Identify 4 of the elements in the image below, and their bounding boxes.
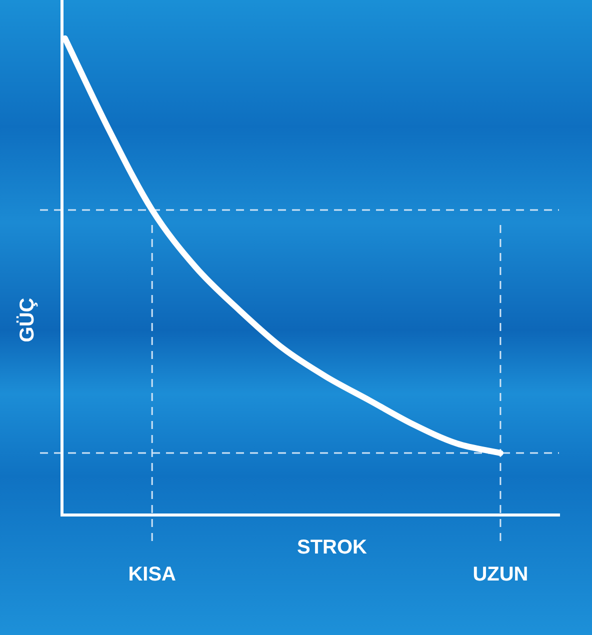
y-axis-title: GÜÇ	[16, 298, 39, 342]
x-tick-label: UZUN	[472, 564, 528, 586]
x-tick-label: KISA	[128, 564, 176, 586]
x-axis-title: STROK	[297, 536, 368, 559]
